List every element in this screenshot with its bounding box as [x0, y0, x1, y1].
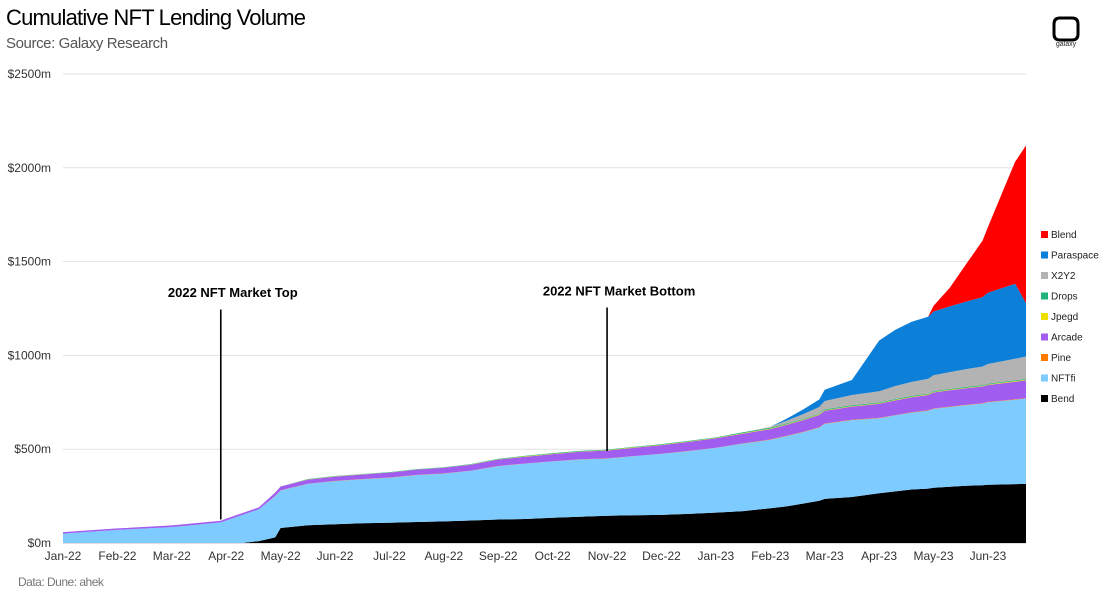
x-tick-label: Oct-22: [535, 549, 571, 563]
x-tick-label: Apr-23: [861, 549, 897, 563]
y-tick-label: $500m: [14, 442, 51, 456]
legend-swatch-drops: [1041, 292, 1048, 300]
annotation-label: 2022 NFT Market Top: [168, 285, 298, 300]
stacked-areas: [63, 145, 1026, 543]
x-tick-label: Aug-22: [424, 549, 463, 563]
x-tick-label: Nov-22: [588, 549, 627, 563]
y-tick-label: $1000m: [8, 348, 51, 362]
area-series-bend: [63, 483, 1026, 543]
legend-swatch-bend: [1041, 395, 1048, 402]
area-series-nftfi: [63, 398, 1026, 543]
x-tick-label: Feb-22: [98, 549, 136, 563]
x-tick-label: Jul-22: [373, 549, 406, 563]
annotation-label: 2022 NFT Market Bottom: [543, 283, 695, 298]
logo-wordmark: galaxy: [1055, 41, 1077, 48]
legend-label-bend: Bend: [1051, 394, 1074, 405]
chart-title: Cumulative NFT Lending Volume: [6, 5, 306, 30]
legend-swatch-nftfi: [1041, 374, 1048, 382]
legend-label-jpegd: Jpegd: [1051, 312, 1078, 323]
x-tick-label: Sep-22: [479, 549, 518, 563]
legend-swatch-blend: [1041, 231, 1048, 238]
area-series-arcade: [63, 380, 1026, 534]
x-tick-label: Mar-23: [806, 549, 844, 563]
x-tick-label: Jun-23: [970, 549, 1007, 563]
x-tick-label: Apr-22: [208, 549, 244, 563]
legend-label-nftfi: NFTfi: [1051, 374, 1075, 385]
legend-swatch-x2y2: [1041, 272, 1048, 279]
x-tick-label: Feb-23: [751, 549, 789, 563]
x-tick-label: May-23: [914, 549, 954, 563]
x-tick-label: Jan-22: [45, 549, 82, 563]
legend-label-paraspace: Paraspace: [1051, 251, 1099, 262]
legend-label-arcade: Arcade: [1051, 333, 1083, 344]
galaxy-logo-icon: [1052, 16, 1080, 52]
y-tick-label: $0m: [28, 536, 51, 550]
x-tick-label: May-22: [261, 549, 301, 563]
annotations: 2022 NFT Market Top 2022 NFT Market Botto…: [168, 283, 695, 520]
legend-label-blend: Blend: [1051, 230, 1077, 241]
x-tick-label: Jun-22: [317, 549, 354, 563]
x-tick-label: Dec-22: [642, 549, 681, 563]
y-tick-label: $2500m: [8, 67, 51, 81]
legend-label-pine: Pine: [1051, 353, 1071, 364]
x-axis: Jan-22 Feb-22 Mar-22 Apr-22 May-22 Jun-22 Jul-…: [45, 549, 1007, 563]
x-tick-label: Mar-22: [153, 549, 191, 563]
legend-swatch-jpegd: [1041, 313, 1048, 320]
legend-swatch-paraspace: [1041, 251, 1048, 259]
x-tick-label: Jan-23: [698, 549, 735, 563]
y-axis: $0m $500m $1000m $1500m $2000m $2500m: [8, 67, 51, 550]
legend-label-x2y2: X2Y2: [1051, 271, 1076, 282]
legend-swatch-arcade: [1041, 333, 1048, 341]
chart-subtitle: Source: Galaxy Research: [6, 35, 168, 52]
legend: Blend Paraspace X2Y2 Drops Jpegd Arcade Pine NF…: [1041, 230, 1099, 405]
y-tick-label: $2000m: [8, 161, 51, 175]
legend-label-drops: Drops: [1051, 292, 1078, 303]
y-tick-label: $1500m: [8, 255, 51, 269]
legend-swatch-pine: [1041, 354, 1048, 361]
data-source-note: Data: Dune: ahek: [18, 575, 104, 589]
